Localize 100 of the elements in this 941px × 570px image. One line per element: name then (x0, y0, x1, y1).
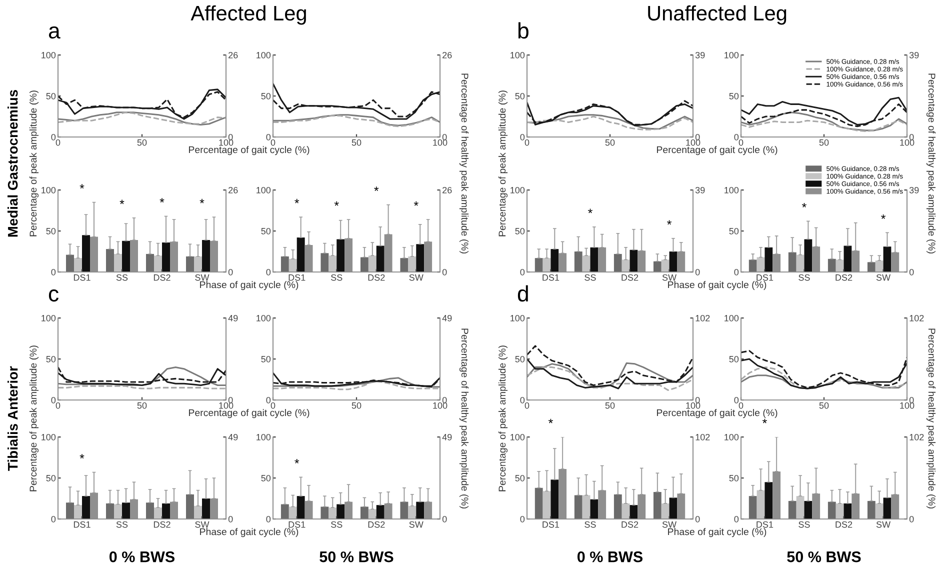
x-axis-title: Percentage of gait cycle (%) (189, 409, 310, 418)
x-axis-title: Phase of gait cycle (%) (200, 528, 298, 538)
text: Medial Gastrocnemius (8, 90, 18, 237)
y2-tick-label: 39 (909, 52, 919, 58)
annotation: * (374, 186, 379, 192)
x-tick-label: 50 (137, 139, 147, 146)
x-tick-label: SS (116, 521, 128, 528)
text: c (48, 289, 59, 302)
y2-tick-label: 26 (442, 186, 452, 194)
annotation: * (881, 214, 886, 219)
y2-tick-label: 0 (228, 268, 233, 276)
y-tick-label: 50 (261, 92, 271, 100)
y2-tick-label: 39 (695, 186, 705, 194)
y-tick-label: 0 (734, 268, 739, 276)
x-tick-label: SW (409, 274, 424, 281)
y2-tick-label: 0 (228, 396, 233, 404)
annotation: * (80, 454, 84, 459)
y-tick-label: 100 (724, 52, 739, 58)
x-tick-label: 50 (819, 402, 829, 409)
x-tick-label: 100 (433, 139, 448, 146)
x-tick-label: 0 (738, 139, 744, 146)
x-axis-title: Percentage of gait cycle (%) (657, 409, 778, 418)
y-tick-label: 50 (729, 474, 739, 482)
y-tick-label: 0 (734, 134, 739, 140)
x-axis-title: Phase of gait cycle (%) (668, 528, 766, 538)
x-tick-label: DS2 (368, 274, 385, 281)
y2-tick-label: 49 (442, 434, 452, 440)
y-tick-label: 50 (729, 356, 739, 362)
x-tick-label: DS1 (288, 274, 306, 281)
x-tick-label: DS1 (74, 274, 90, 281)
y-tick-label: 50 (46, 228, 56, 234)
text: a (48, 26, 60, 39)
y-tick-label: 0 (51, 268, 56, 276)
y-tick-label: 100 (42, 186, 56, 194)
y-tick-label: 100 (510, 52, 525, 58)
x-tick-label: 0 (56, 402, 60, 409)
y-axis-title: Percentage of peak amplitude (%) (498, 346, 508, 492)
y-tick-label: 0 (266, 268, 271, 276)
y-tick-label: 50 (729, 228, 739, 234)
y2-tick-label: 39 (695, 52, 705, 58)
y-tick-label: 0 (734, 396, 739, 404)
x-axis-title: Percentage of gait cycle (%) (657, 146, 778, 156)
x-tick-label: DS1 (542, 521, 560, 528)
x-tick-label: SW (195, 521, 210, 528)
x-tick-label: 50 (352, 402, 362, 409)
x-tick-label: 100 (219, 402, 234, 409)
y-tick-label: 50 (515, 356, 525, 362)
y-tick-label: 100 (256, 186, 271, 194)
x-tick-label: DS1 (756, 274, 774, 281)
annotation: * (414, 201, 418, 206)
y-tick-label: 100 (256, 434, 271, 440)
y2-tick-label: 102 (696, 314, 710, 322)
y2-axis-title: Percentage of healthy peak amplitude (%) (926, 74, 936, 254)
x-tick-label: 50 (137, 402, 147, 409)
x-tick-label: SW (662, 521, 677, 528)
x-tick-label: 0 (524, 402, 530, 409)
y2-tick-label: 26 (442, 52, 452, 58)
y2-axis-title: Percentage of healthy peak amplitude (%) (459, 74, 469, 254)
annotation: * (160, 198, 164, 202)
y2-tick-label: 102 (910, 314, 924, 322)
x-tick-label: 0 (56, 139, 60, 146)
y-tick-label: 0 (520, 268, 525, 276)
y-tick-label: 50 (46, 474, 56, 482)
text: Tibialis Anterior (8, 366, 18, 471)
y-tick-label: 0 (266, 396, 271, 404)
x-tick-label: 0 (738, 402, 744, 409)
y-tick-label: 0 (734, 516, 739, 522)
y2-tick-label: 102 (910, 434, 924, 440)
y-tick-label: 100 (42, 52, 56, 58)
text: b (518, 22, 528, 39)
x-tick-label: DS1 (74, 521, 90, 528)
x-tick-label: DS2 (622, 274, 638, 281)
x-tick-label: DS2 (836, 274, 852, 281)
x-tick-label: DS2 (836, 521, 852, 528)
chart-title: Affected Leg (190, 5, 306, 25)
annotation: * (802, 203, 806, 208)
y2-tick-label: 102 (696, 434, 710, 440)
y-tick-label: 50 (261, 474, 271, 482)
x-tick-label: SW (195, 274, 210, 281)
x-axis-title: Phase of gait cycle (%) (200, 281, 298, 290)
y-tick-label: 50 (515, 474, 525, 482)
y2-tick-label: 0 (442, 516, 447, 522)
x-tick-label: SS (584, 274, 596, 281)
y-tick-label: 0 (520, 134, 525, 140)
text: * (80, 184, 84, 189)
y-tick-label: 0 (266, 516, 271, 522)
x-tick-label: 0 (524, 139, 530, 146)
y2-tick-label: 0 (228, 134, 233, 140)
x-tick-label: DS1 (756, 521, 774, 528)
y-tick-label: 50 (515, 228, 525, 234)
y-tick-label: 100 (510, 434, 525, 440)
y2-tick-label: 0 (228, 516, 233, 522)
y-tick-label: 0 (51, 134, 56, 140)
y-tick-label: 100 (510, 186, 525, 194)
text: 0 % BWS (577, 551, 643, 562)
x-tick-label: 50 (819, 139, 829, 146)
x-tick-label: SS (798, 274, 810, 281)
text: 50 % BWS (320, 551, 394, 562)
x-tick-label: 50 (605, 402, 615, 409)
annotation: * (588, 208, 592, 214)
